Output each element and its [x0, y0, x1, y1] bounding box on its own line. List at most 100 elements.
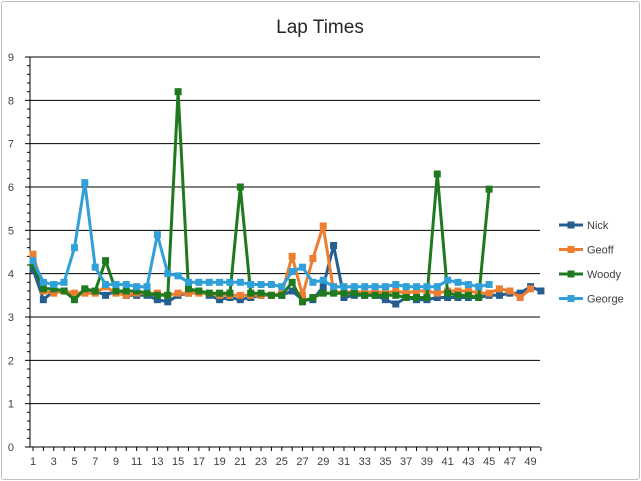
data-point — [60, 287, 68, 295]
legend-swatch-marker — [567, 270, 575, 278]
data-point — [350, 289, 358, 297]
data-point — [381, 283, 389, 291]
y-tick-label: 0 — [8, 442, 14, 454]
data-point — [433, 294, 441, 301]
data-point — [164, 270, 172, 278]
data-point — [153, 291, 161, 299]
series-woody — [29, 88, 493, 306]
data-point — [309, 294, 317, 301]
data-point — [288, 287, 296, 295]
data-point — [392, 281, 400, 288]
data-point — [70, 289, 78, 297]
legend-item-george: George — [559, 294, 624, 306]
data-point — [153, 231, 161, 239]
data-point — [70, 296, 78, 304]
data-point — [319, 289, 327, 297]
data-point — [257, 281, 265, 288]
data-point — [464, 287, 472, 295]
data-point — [340, 289, 348, 297]
data-point — [433, 283, 441, 291]
data-point — [278, 283, 286, 291]
data-point — [91, 263, 99, 271]
x-tick-label: 21 — [234, 456, 246, 468]
x-tick-label: 3 — [51, 456, 57, 468]
legend-label: George — [587, 294, 624, 306]
data-point — [361, 291, 369, 299]
data-point — [267, 291, 275, 299]
x-tick-label: 29 — [317, 456, 329, 468]
x-tick-label: 7 — [92, 456, 98, 468]
data-point — [153, 296, 161, 304]
x-tick-label: 37 — [400, 456, 412, 468]
data-point — [330, 283, 338, 291]
data-point — [267, 281, 275, 288]
x-tick-label: 33 — [359, 456, 371, 468]
series-george — [29, 179, 493, 291]
data-point — [309, 255, 317, 262]
data-point — [236, 278, 244, 286]
legend: Nick Geoff Woody George — [559, 220, 624, 306]
data-point — [257, 289, 265, 297]
y-tick-label: 4 — [8, 269, 14, 281]
data-point — [102, 291, 110, 299]
data-point — [195, 278, 203, 286]
y-tick-label: 5 — [8, 225, 14, 237]
x-tick-label: 15 — [172, 456, 184, 468]
data-point — [340, 294, 348, 301]
data-point — [381, 296, 389, 304]
data-point — [392, 291, 400, 299]
legend-swatch-marker — [567, 295, 575, 302]
legend-item-woody: Woody — [559, 269, 622, 281]
data-point — [122, 287, 130, 295]
x-tick-label: 41 — [442, 456, 454, 468]
x-tick-label: 5 — [71, 456, 77, 468]
data-point — [516, 289, 524, 297]
data-point — [216, 278, 224, 286]
data-point — [112, 287, 120, 295]
x-tick-label: 27 — [296, 456, 308, 468]
data-point — [205, 289, 213, 297]
data-point — [278, 291, 286, 299]
data-point — [60, 278, 68, 286]
data-point — [392, 300, 400, 308]
x-tick-label: 17 — [193, 456, 205, 468]
data-point — [299, 291, 307, 299]
data-point — [164, 291, 172, 299]
data-point — [454, 278, 462, 286]
data-point — [143, 289, 151, 297]
data-point — [381, 291, 389, 299]
data-point — [195, 287, 203, 295]
legend-label: Geoff — [587, 245, 615, 257]
data-point — [454, 291, 462, 299]
data-point — [29, 250, 37, 258]
data-point — [50, 289, 58, 297]
data-point — [29, 257, 37, 265]
data-point — [39, 296, 47, 304]
x-tick-label: 35 — [379, 456, 391, 468]
data-point — [236, 296, 244, 304]
data-point — [226, 278, 234, 286]
data-point — [122, 291, 130, 299]
data-point — [444, 276, 452, 284]
data-point — [433, 170, 441, 178]
x-tick-label: 31 — [338, 456, 350, 468]
data-point — [495, 285, 503, 293]
data-point — [226, 289, 234, 297]
data-point — [102, 281, 110, 288]
data-point — [319, 283, 327, 291]
data-point — [39, 278, 47, 286]
series-line — [31, 90, 491, 304]
data-point — [371, 283, 379, 291]
data-point — [402, 283, 410, 291]
data-point — [174, 289, 182, 297]
data-point — [413, 283, 421, 291]
data-point — [164, 298, 172, 306]
data-point — [444, 289, 452, 297]
data-point — [309, 278, 317, 286]
data-point — [133, 287, 141, 295]
data-point — [350, 283, 358, 291]
data-point — [133, 283, 141, 291]
